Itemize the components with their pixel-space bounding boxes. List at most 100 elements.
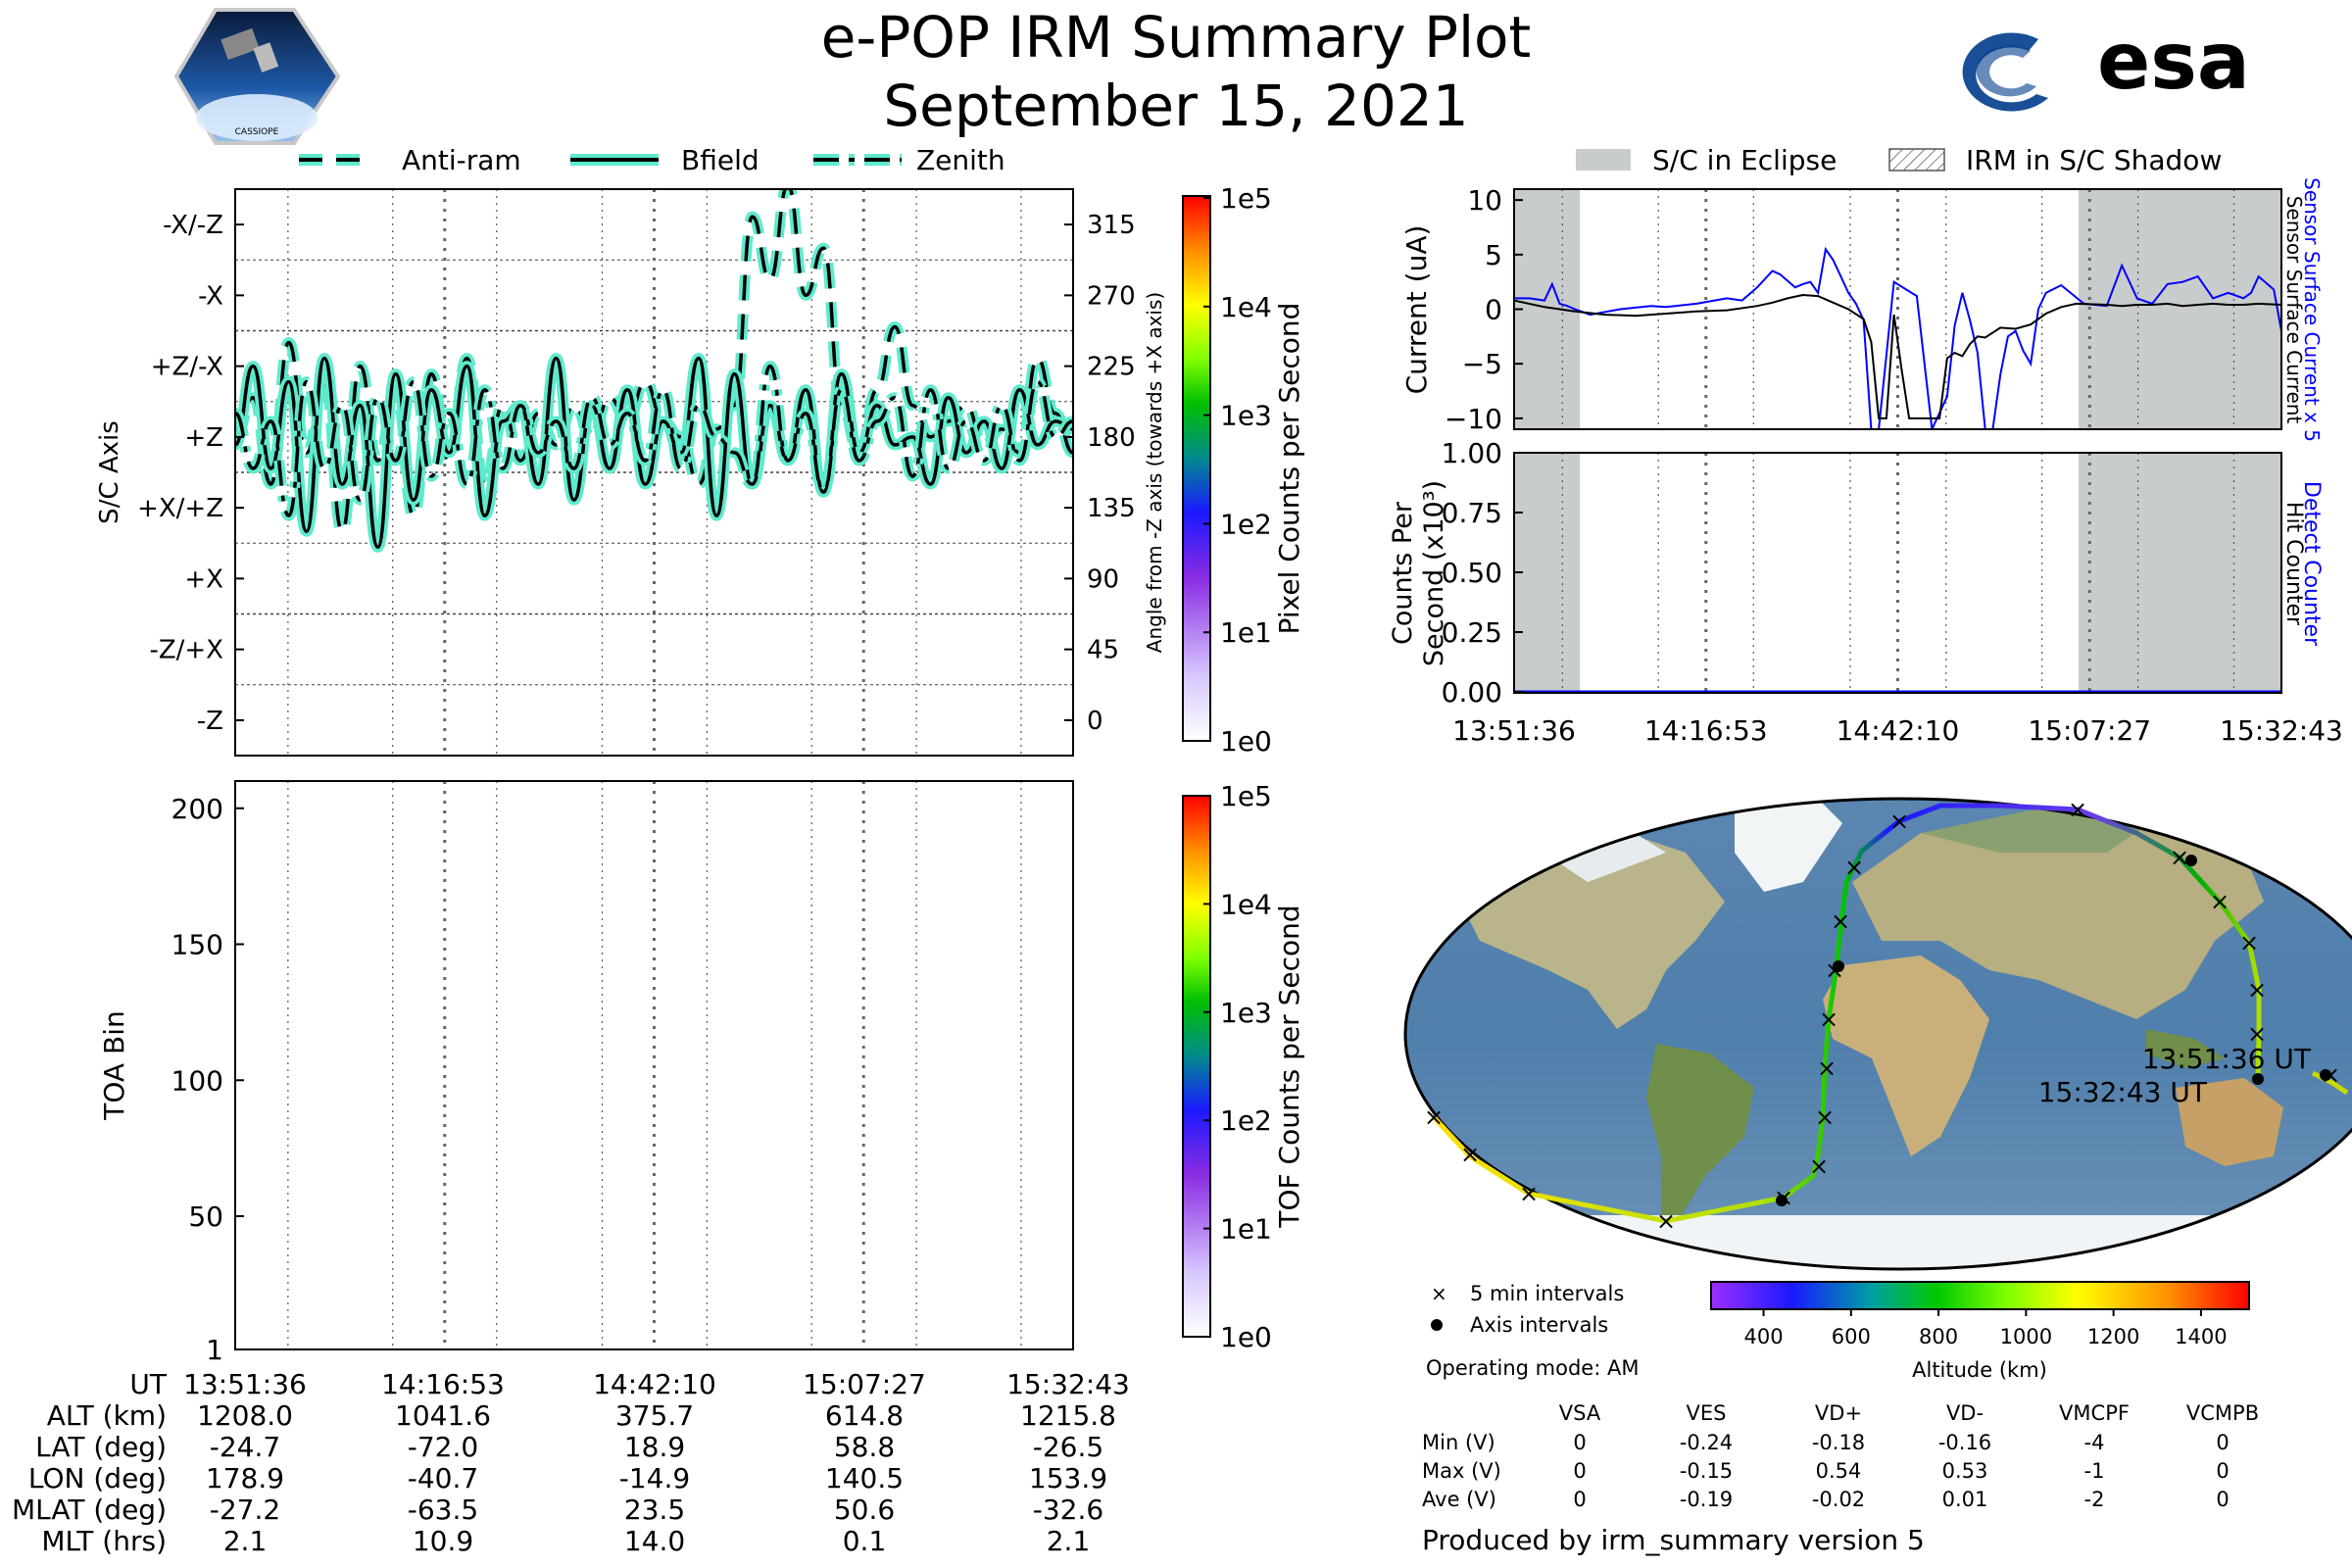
five-min-marker: × (1815, 1103, 1835, 1131)
counter-x-tick-label: 13:51:36 (1452, 714, 1576, 747)
tof-colorbar-tick-label: 1e0 (1220, 1321, 1272, 1353)
series-bfield-line (235, 356, 1073, 550)
series-current-x5-line (1514, 246, 2281, 429)
ephemeris-cell: 58.8 (834, 1431, 895, 1463)
sc-axis-right-tick-label: 225 (1087, 353, 1136, 382)
ephemeris-cell: 14.0 (624, 1525, 685, 1557)
axis-interval-dot (1833, 960, 1844, 972)
voltage-cell: -4 (2084, 1431, 2105, 1454)
toa-y-tick-label: 100 (172, 1064, 223, 1097)
ephemeris-cell: -40.7 (408, 1462, 478, 1494)
legend-label-zenith: Zenith (916, 144, 1005, 176)
counter-y-tick-label: 0.25 (1442, 616, 1502, 649)
current-y-tick-label: 5 (1485, 239, 1502, 271)
counter-y-ticks: 1.00 0.75 0.50 0.25 0.00 (1442, 437, 1523, 709)
sc-axis-left-tick-label: +X (184, 564, 223, 594)
sc-axis-left-tick-label: -Z (197, 707, 223, 736)
five-min-marker: × (2247, 976, 2267, 1004)
current-panel: 10 5 0 −5 −10 Current (uA) Sensor Surface Cu… (1400, 177, 2324, 442)
altitude-tick-label: 1400 (2175, 1325, 2227, 1348)
tof-colorbar-tick-label: 1e4 (1220, 888, 1272, 920)
counter-eclipse-start (1514, 453, 1580, 693)
page-title: e-POP IRM Summary Plot (821, 4, 1532, 71)
current-ylabel-right-black: Sensor Surface Current (2282, 196, 2306, 424)
current-y-ticks: 10 5 0 −5 −10 (1445, 184, 1523, 435)
ephemeris-cell: 10.9 (413, 1525, 473, 1557)
voltage-cell: 0 (2216, 1488, 2229, 1511)
five-min-marker: × (1844, 854, 1864, 881)
sc-axis-panel: -X/-Z -X +Z/-X +Z +X/+Z +X -Z/+X -Z 315 270 225 18… (95, 188, 1166, 757)
toa-ylabel: TOA Bin (98, 1010, 130, 1120)
legend-label-bfield: Bfield (681, 144, 760, 176)
ephemeris-row-label: UT (129, 1368, 167, 1400)
ephemeris-cell: 614.8 (825, 1399, 904, 1432)
five-min-marker: × (2239, 929, 2259, 956)
five-min-marker-icon: × (1431, 1282, 1447, 1305)
five-min-marker: × (1519, 1180, 1539, 1207)
sc-axis-right-tick-label: 45 (1087, 636, 1119, 665)
voltage-cell: 0 (2216, 1431, 2229, 1454)
continents (1411, 799, 2352, 1269)
current-lines (1514, 246, 2281, 429)
pixel-colorbar-tick-label: 1e0 (1220, 725, 1272, 758)
ephemeris-table: UT 13:51:36 14:16:53 14:42:10 15:07:27 15:32:… (12, 1368, 1130, 1557)
altitude-tick-label: 1200 (2087, 1325, 2139, 1348)
pixel-colorbar-tick-label: 1e3 (1220, 400, 1272, 432)
ephemeris-cell: 13:51:36 (183, 1368, 307, 1400)
voltage-cell: -0.15 (1680, 1459, 1733, 1483)
current-y-tick-label: 10 (1467, 184, 1502, 217)
voltage-row-label: Ave (V) (1422, 1488, 1496, 1511)
counter-y-tick-label: 0.00 (1442, 676, 1502, 709)
mission-badge-text: CASSIOPE (235, 127, 279, 137)
ephemeris-row-label: ALT (km) (47, 1399, 167, 1432)
voltage-cell: -0.16 (1938, 1431, 1991, 1454)
counter-x-ticks: 13:51:36 14:16:53 14:42:10 15:07:27 15:32:43 (1452, 714, 2343, 747)
sc-axis-ylabel-right: Angle from -Z axis (towards +X axis) (1143, 292, 1166, 653)
pixel-colorbar-tick-label: 1e1 (1220, 616, 1272, 649)
ephemeris-cell: 2.1 (1047, 1525, 1091, 1557)
altitude-tick-label: 400 (1744, 1325, 1784, 1348)
ground-track-map: ×××××××××××××××××××× 13:51:36 UT 15:32:4… (1403, 796, 2352, 1271)
five-min-marker: × (1460, 1141, 1480, 1168)
ephemeris-cell: 14:16:53 (381, 1368, 505, 1400)
tof-colorbar-tick-label: 1e1 (1220, 1213, 1272, 1246)
five-min-marker: × (1819, 1005, 1838, 1033)
ephemeris-cell: 1041.6 (395, 1399, 491, 1432)
axis-interval-dot (1776, 1195, 1788, 1206)
voltage-column-header: VES (1687, 1401, 1727, 1425)
ephemeris-cell: 23.5 (624, 1494, 685, 1526)
counter-ylabel-line2: Second (x10³) (1419, 480, 1449, 666)
map-start-label: 13:51:36 UT (2142, 1043, 2312, 1075)
page-date: September 15, 2021 (883, 73, 1468, 139)
altitude-tick-label: 800 (1919, 1325, 1958, 1348)
sc-axis-ylabel: S/C Axis (95, 420, 124, 524)
five-min-label: 5 min intervals (1470, 1282, 1624, 1305)
tof-colorbar: 1e5 1e4 1e3 1e2 1e1 1e0 TOF Counts per Second (1182, 780, 1305, 1353)
voltages-table: VSA VES VD+ VD- VMCPF VCMPB Min (V) 0 -0.24 -0.18… (1422, 1401, 2259, 1511)
ephemeris-row-label: MLAT (deg) (12, 1494, 167, 1526)
tof-colorbar-ticks: 1e5 1e4 1e3 1e2 1e1 1e0 (1203, 780, 1272, 1353)
ephemeris-cell: 153.9 (1029, 1462, 1107, 1494)
legend-item-anti-ram: Anti-ram (299, 144, 521, 176)
ephemeris-row-label: MLT (hrs) (41, 1525, 167, 1557)
pixel-colorbar-tick-label: 1e4 (1220, 291, 1272, 323)
tof-colorbar-tick-label: 1e5 (1220, 780, 1272, 812)
ephemeris-cell: 50.6 (834, 1494, 895, 1526)
ephemeris-cell: 140.5 (825, 1462, 904, 1494)
axis-interval-marker-icon (1431, 1319, 1443, 1331)
sc-axis-left-tick-label: -Z/+X (149, 636, 223, 665)
ephemeris-cell: 375.7 (615, 1399, 694, 1432)
ephemeris-cell: 1208.0 (197, 1399, 293, 1432)
line-legend: Anti-ram Bfield Zenith (299, 144, 1005, 176)
eclipse-swatch (1576, 149, 1631, 171)
ground-track (1432, 803, 2262, 1224)
map-end-label: 15:32:43 UT (2038, 1076, 2208, 1108)
ephemeris-cell: 15:07:27 (803, 1368, 926, 1400)
sc-axis-left-tick-label: +X/+Z (137, 494, 223, 523)
ephemeris-cell: 2.1 (223, 1525, 268, 1557)
voltage-column-header: VD- (1946, 1401, 1984, 1425)
sc-axis-left-tick-label: -X (198, 281, 223, 311)
